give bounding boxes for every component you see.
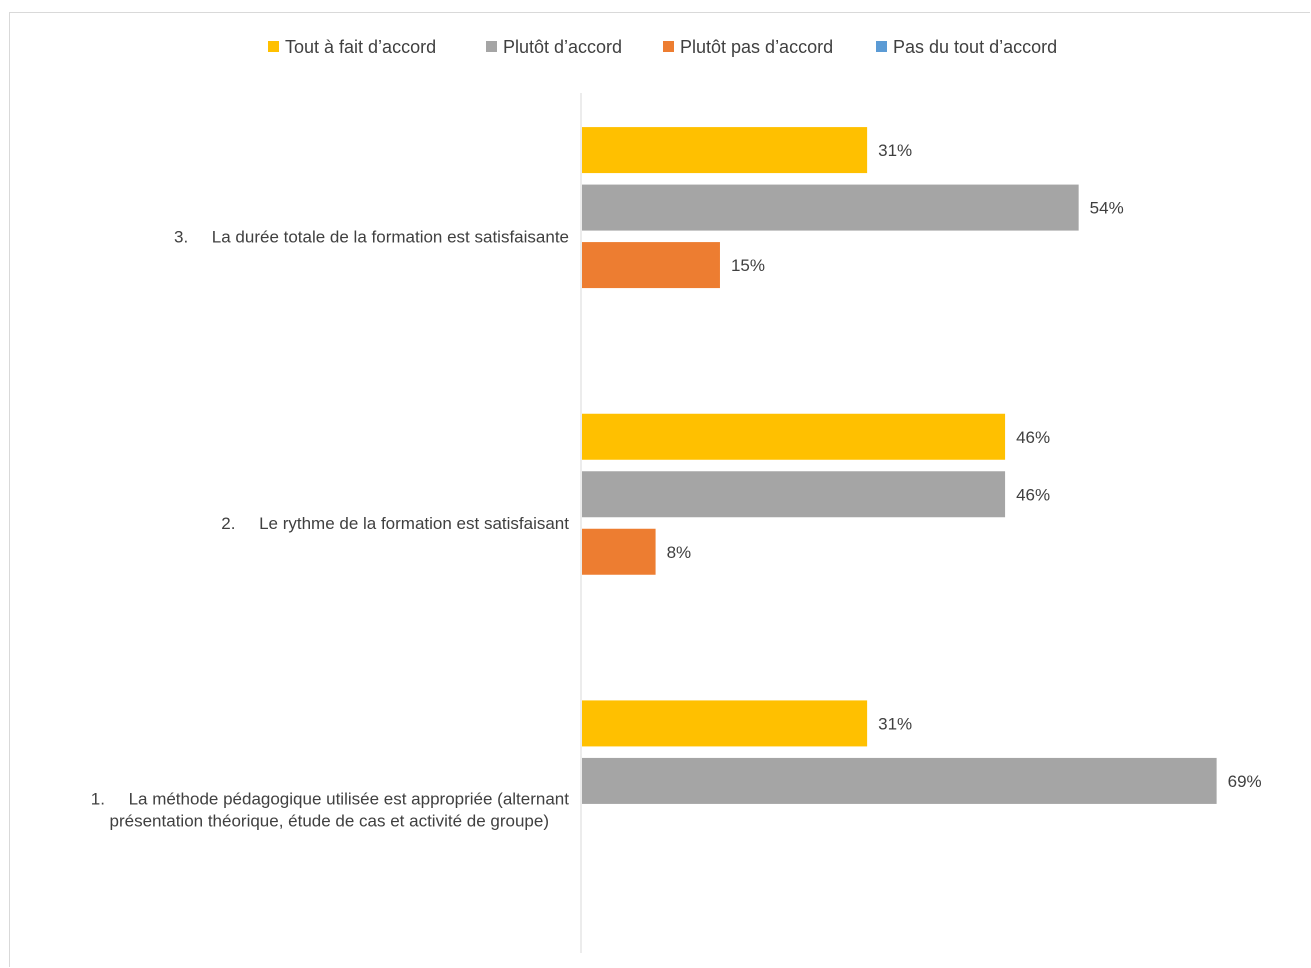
bar-tout-a-fait-d-accord-cat1 bbox=[582, 700, 868, 747]
category-number: 3. bbox=[174, 227, 212, 246]
category-label-continuation: présentation théorique, étude de cas et … bbox=[110, 812, 549, 831]
legend-label-tout-a-fait-d-accord: Tout à fait d’accord bbox=[285, 37, 436, 57]
chart-frame: Tout à fait d’accord Plutôt d’accord Plutô… bbox=[9, 12, 1310, 967]
legend: Tout à fait d’accord Plutôt d’accord Plutô… bbox=[268, 37, 1057, 57]
data-labels: 31% 69% 46% 46% 8% 31% 54% 15% bbox=[667, 141, 1262, 791]
data-label-plutot-d-accord-cat2: 46% bbox=[1016, 485, 1050, 504]
legend-label-plutot-d-accord: Plutôt d’accord bbox=[503, 37, 622, 57]
legend-label-pas-du-tout-d-accord: Pas du tout d’accord bbox=[893, 37, 1057, 57]
category-number: 1. bbox=[91, 790, 129, 809]
legend-swatch-plutot-pas-d-accord bbox=[663, 41, 674, 52]
legend-swatch-pas-du-tout-d-accord bbox=[876, 41, 887, 52]
category-text: Le rythme de la formation est satisfaisa… bbox=[259, 514, 569, 533]
category-text: La durée totale de la formation est sati… bbox=[212, 227, 569, 246]
category-text: La méthode pédagogique utilisée est appr… bbox=[129, 790, 570, 809]
bar-plutot-pas-d-accord-cat3 bbox=[582, 242, 720, 289]
category-labels: 1. La méthode pédagogique utilisée est a… bbox=[91, 227, 570, 830]
bar-plutot-d-accord-cat1 bbox=[582, 757, 1217, 804]
data-label-plutot-d-accord-cat1: 69% bbox=[1228, 772, 1262, 791]
bar-plutot-pas-d-accord-cat2 bbox=[582, 528, 656, 575]
category-number: 2. bbox=[221, 514, 259, 533]
bar-chart: Tout à fait d’accord Plutôt d’accord Plutô… bbox=[91, 37, 1262, 953]
category-label: 3. La durée totale de la formation est s… bbox=[174, 227, 569, 246]
data-label-plutot-d-accord-cat3: 54% bbox=[1090, 199, 1124, 218]
data-label-plutot-pas-d-accord-cat2: 8% bbox=[667, 543, 692, 562]
bars bbox=[582, 127, 1217, 804]
bar-tout-a-fait-d-accord-cat3 bbox=[582, 127, 868, 174]
data-label-plutot-pas-d-accord-cat3: 15% bbox=[731, 256, 765, 275]
legend-label-plutot-pas-d-accord: Plutôt pas d’accord bbox=[680, 37, 833, 57]
bar-plutot-d-accord-cat3 bbox=[582, 184, 1079, 231]
category-label: 2. Le rythme de la formation est satisfa… bbox=[221, 514, 569, 533]
legend-swatch-plutot-d-accord bbox=[486, 41, 497, 52]
data-label-tout-a-fait-d-accord-cat3: 31% bbox=[878, 141, 912, 160]
bar-tout-a-fait-d-accord-cat2 bbox=[582, 413, 1006, 460]
category-label: 1. La méthode pédagogique utilisée est a… bbox=[91, 790, 569, 809]
legend-swatch-tout-a-fait-d-accord bbox=[268, 41, 279, 52]
data-label-tout-a-fait-d-accord-cat2: 46% bbox=[1016, 428, 1050, 447]
data-label-tout-a-fait-d-accord-cat1: 31% bbox=[878, 714, 912, 733]
bar-plutot-d-accord-cat2 bbox=[582, 471, 1006, 518]
